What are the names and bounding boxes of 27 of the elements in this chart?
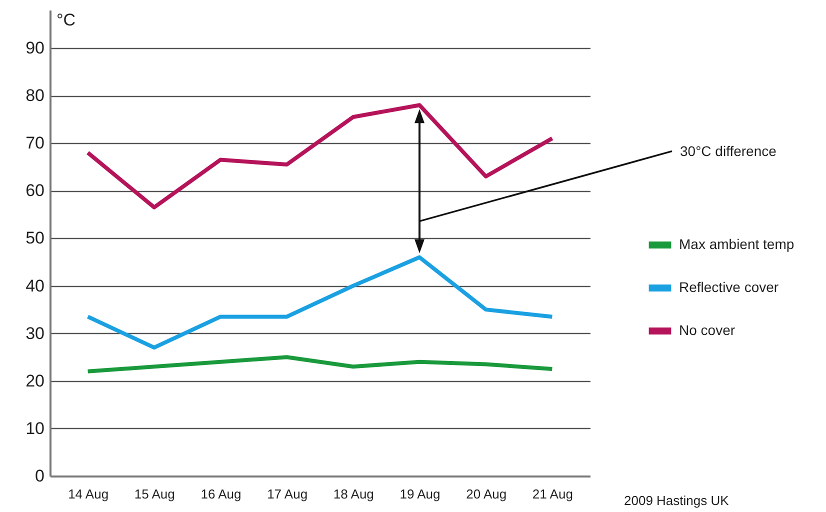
x-tick-label: 16 Aug bbox=[200, 486, 242, 502]
x-tick-label: 15 Aug bbox=[134, 486, 175, 502]
y-tick-label: 60 bbox=[26, 181, 44, 200]
y-tick-label: 30 bbox=[26, 324, 44, 343]
x-tick-label: 14 Aug bbox=[68, 486, 109, 502]
y-axis-title: °C bbox=[56, 10, 76, 30]
line-series bbox=[86, 103, 554, 210]
legend-label: No cover bbox=[679, 322, 736, 338]
y-tick-label: 50 bbox=[26, 228, 44, 248]
y-tick-label: 80 bbox=[26, 86, 44, 106]
x-tick-label: 20 Aug bbox=[466, 486, 507, 502]
x-tick-label: 19 Aug bbox=[400, 486, 440, 502]
x-tick-label: 17 Aug bbox=[267, 486, 308, 502]
legend-label: Reflective cover bbox=[679, 279, 779, 295]
line-series bbox=[86, 255, 554, 350]
y-tick-label: 90 bbox=[26, 38, 44, 58]
x-tick-label: 18 Aug bbox=[333, 486, 374, 502]
y-tick-label: 0 bbox=[35, 466, 44, 486]
text: 30°C difference bbox=[680, 143, 777, 160]
y-tick-label: 10 bbox=[26, 418, 44, 438]
legend-label: Max ambient temp bbox=[679, 236, 794, 252]
y-tick-label: 70 bbox=[26, 134, 44, 153]
line-series bbox=[86, 355, 554, 374]
y-tick-label: 20 bbox=[26, 371, 44, 390]
y-tick-label: 40 bbox=[26, 276, 44, 296]
text: 2009 Hastings UK bbox=[624, 493, 730, 508]
x-tick-label: 21 Aug bbox=[532, 486, 573, 502]
